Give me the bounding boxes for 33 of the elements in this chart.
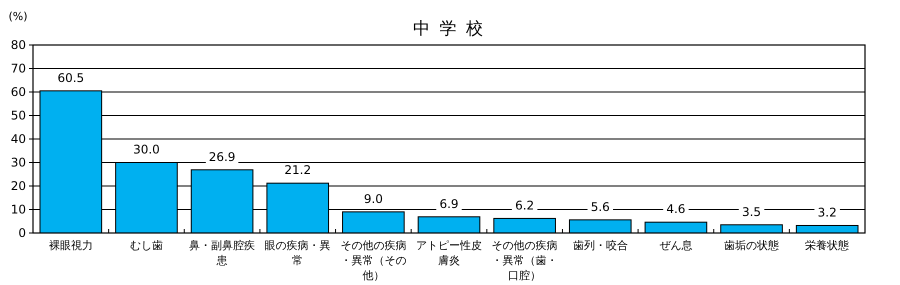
x-tick-label: その他の疾病・異常（その他） (340, 239, 406, 282)
x-tick-label: 鼻・副鼻腔疾患 (189, 239, 256, 267)
data-label: 5.6 (590, 200, 610, 214)
x-tick-label: 歯列・咬合 (572, 239, 628, 252)
y-tick-label: 10 (10, 202, 26, 216)
data-label: 4.6 (666, 202, 686, 216)
y-tick-label: 20 (10, 179, 26, 193)
data-label: 26.9 (208, 150, 236, 164)
y-tick-label: 0 (18, 226, 26, 240)
data-label: 6.9 (439, 196, 459, 211)
x-tick-label: ぜん息 (659, 239, 692, 252)
x-tick-label: 歯垢の状態 (724, 239, 780, 252)
y-tick-label: 40 (10, 132, 26, 146)
data-label: 3.2 (818, 205, 837, 220)
y-tick-label: 30 (10, 156, 26, 170)
x-tick-label: 眼の疾病・異常 (264, 239, 331, 267)
x-tick-label: 栄養状態 (805, 239, 850, 252)
x-tick-label: 裸眼視力 (48, 239, 93, 252)
y-tick-label: 80 (10, 38, 26, 52)
data-label: 60.5 (57, 70, 84, 85)
y-axis-title: (%) (8, 10, 28, 23)
x-tick-label: むし歯 (130, 239, 163, 252)
x-tick-label: その他の疾病・異常（歯・口腔） (492, 239, 558, 282)
y-tick-label: 70 (10, 62, 26, 76)
data-label: 3.5 (742, 204, 762, 219)
x-tick-label: アトピー性皮膚炎 (416, 239, 482, 267)
data-label: 9.0 (364, 192, 383, 206)
data-label: 21.2 (284, 163, 312, 178)
data-label: 6.2 (515, 198, 534, 212)
chart-title: 中 学 校 (413, 19, 485, 39)
data-label: 30.0 (133, 142, 160, 156)
y-tick-label: 60 (10, 85, 26, 99)
y-tick-label: 50 (10, 108, 26, 122)
